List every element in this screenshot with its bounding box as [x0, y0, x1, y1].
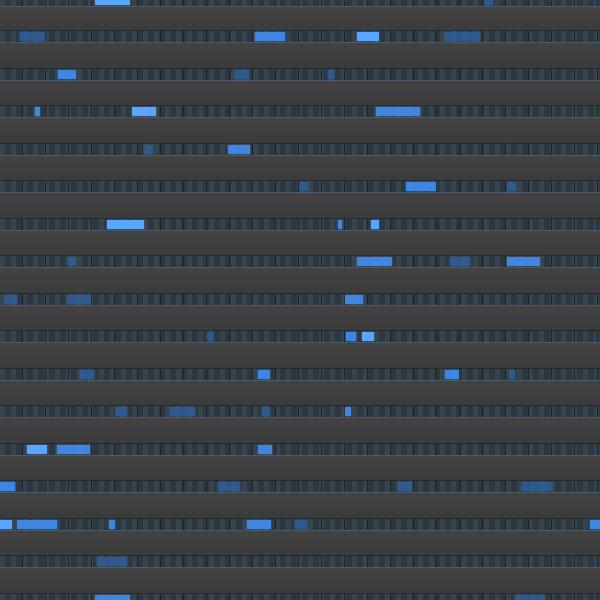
lit-window: [109, 520, 115, 529]
lit-window: [5, 295, 17, 304]
window-band: [0, 555, 600, 568]
lit-window: [328, 70, 334, 79]
lit-window: [170, 407, 195, 416]
floor-slab: [0, 456, 600, 481]
floor-slab: [0, 81, 600, 106]
lit-window: [247, 520, 271, 529]
lit-window: [255, 32, 285, 41]
lit-window: [507, 257, 540, 266]
window-band: [0, 0, 600, 7]
lit-window: [35, 107, 40, 116]
lit-window: [338, 220, 342, 229]
lit-window: [68, 257, 76, 266]
lit-window: [132, 107, 156, 116]
lit-window: [450, 257, 470, 266]
lit-window: [295, 520, 307, 529]
lit-window: [258, 445, 272, 454]
lit-window: [398, 482, 412, 491]
lit-window: [357, 32, 379, 41]
lit-window: [145, 145, 153, 154]
lit-window: [485, 0, 493, 5]
lit-window: [345, 295, 363, 304]
lit-window: [357, 257, 392, 266]
lit-window: [445, 370, 459, 379]
floor-slab: [0, 531, 600, 556]
floor-slab: [0, 156, 600, 181]
floor-slab: [0, 7, 600, 32]
lit-window: [590, 520, 600, 529]
lit-window: [346, 332, 356, 341]
lit-window: [207, 332, 213, 341]
lit-window: [262, 407, 270, 416]
lit-window: [522, 482, 552, 491]
lit-window: [80, 370, 94, 379]
lit-window: [58, 70, 76, 79]
lit-window: [345, 407, 351, 416]
lit-window: [0, 482, 15, 491]
floor-slab: [0, 193, 600, 218]
floor-slab: [0, 231, 600, 256]
window-band: [0, 143, 600, 156]
lit-window: [95, 0, 130, 5]
lit-window: [376, 107, 420, 116]
lit-window: [67, 295, 91, 304]
lit-window: [57, 445, 90, 454]
lit-window: [20, 32, 45, 41]
window-band: [0, 405, 600, 418]
window-band: [0, 330, 600, 343]
lit-window: [508, 182, 516, 191]
lit-window: [371, 220, 379, 229]
window-band: [0, 218, 600, 231]
floor-slab: [0, 43, 600, 68]
window-band: [0, 480, 600, 493]
lit-window: [97, 557, 127, 566]
lit-window: [235, 70, 249, 79]
lit-window: [445, 32, 480, 41]
lit-window: [362, 332, 374, 341]
window-band: [0, 30, 600, 43]
floor-slab: [0, 118, 600, 143]
lit-window: [406, 182, 436, 191]
lit-window: [515, 595, 545, 600]
floor-slab: [0, 306, 600, 331]
lit-window: [95, 595, 130, 600]
floor-slab: [0, 343, 600, 368]
window-band: [0, 68, 600, 81]
lit-window: [0, 520, 12, 529]
floor-slab: [0, 493, 600, 518]
lit-window: [107, 220, 144, 229]
lit-window: [228, 145, 250, 154]
lit-window: [258, 370, 270, 379]
lit-window: [300, 182, 308, 191]
floor-slab: [0, 568, 600, 593]
floor-slab: [0, 418, 600, 443]
window-band: [0, 443, 600, 456]
lit-window: [27, 445, 47, 454]
window-band: [0, 105, 600, 118]
floor-slab: [0, 268, 600, 293]
lit-window: [115, 407, 127, 416]
lit-window: [218, 482, 240, 491]
lit-window: [17, 520, 57, 529]
floor-slab: [0, 381, 600, 406]
window-band: [0, 593, 600, 600]
lit-window: [510, 370, 515, 379]
